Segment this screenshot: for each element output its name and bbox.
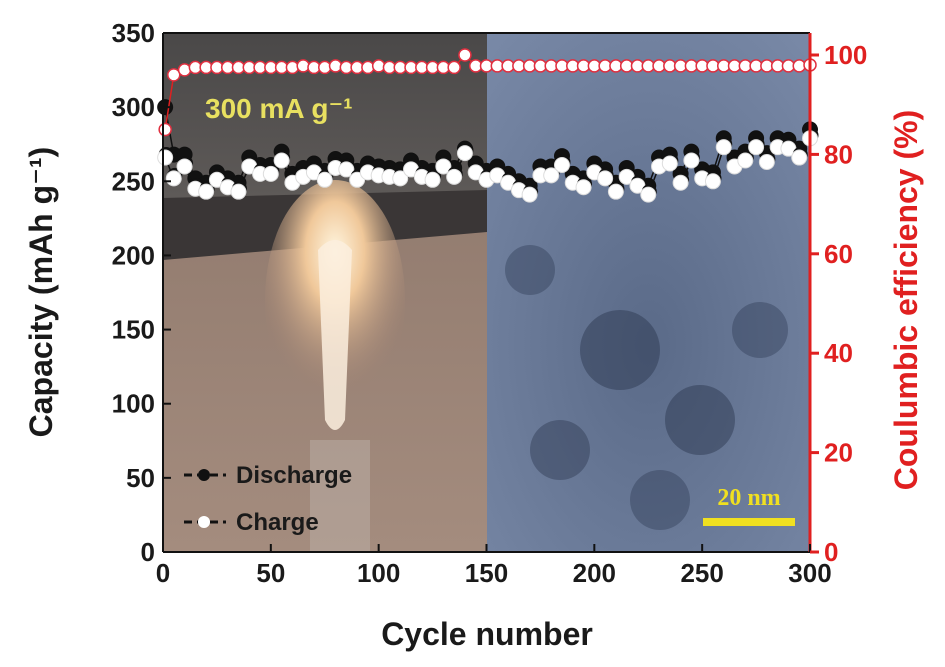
- x-tick-label: 50: [256, 558, 285, 588]
- charge-point: [737, 152, 754, 169]
- legend-item-charge: Charge: [184, 509, 319, 536]
- efficiency-point: [447, 60, 461, 75]
- legend-label-discharge: Discharge: [236, 462, 352, 489]
- y-tick-label: 300: [112, 92, 155, 122]
- y-tick-label: 200: [112, 240, 155, 270]
- y-tick-label: 50: [126, 463, 155, 493]
- legend-label-charge: Charge: [236, 509, 319, 536]
- y2-tick-label: 0: [824, 537, 838, 567]
- charge-point: [758, 154, 775, 171]
- charge-point: [456, 145, 473, 162]
- y2-tick-label: 20: [824, 438, 853, 468]
- inset-tem-image: 20 nm: [487, 33, 810, 552]
- y2-tick-label: 80: [824, 139, 853, 169]
- efficiency-point: [177, 63, 192, 77]
- charge-point: [176, 158, 193, 175]
- efficiency-point: [296, 59, 310, 73]
- charge-point: [157, 149, 174, 166]
- charge-point: [597, 170, 614, 187]
- charge-point: [672, 174, 689, 191]
- charge-point: [316, 171, 333, 188]
- legend-item-discharge: Discharge: [184, 462, 352, 489]
- x-axis-label: Cycle number: [381, 616, 593, 652]
- charge-point: [607, 183, 624, 200]
- scale-bar-label: 20 nm: [717, 485, 780, 511]
- x-tick-label: 250: [680, 558, 723, 588]
- charge-point: [338, 161, 355, 178]
- efficiency-point: [158, 122, 172, 137]
- x-tick-label: 0: [156, 558, 170, 588]
- charge-point: [230, 183, 247, 200]
- charge-point: [683, 152, 700, 169]
- charge-point: [198, 183, 215, 200]
- x-tick-label: 200: [573, 558, 616, 588]
- y-tick-label: 100: [112, 389, 155, 419]
- charge-point: [273, 152, 290, 169]
- charge-point: [553, 156, 570, 173]
- efficiency-point: [167, 68, 181, 82]
- charge-point: [791, 149, 808, 166]
- charge-point: [521, 186, 538, 203]
- y2-tick-label: 40: [824, 338, 853, 368]
- y2-tick-label: 60: [824, 239, 853, 269]
- efficiency-point: [361, 60, 375, 75]
- x-tick-label: 100: [357, 558, 400, 588]
- current-density-annotation: 300 mA g⁻¹: [205, 93, 353, 124]
- charge-point: [392, 170, 409, 187]
- charge-point: [748, 139, 765, 156]
- x-tick-label: 300: [788, 558, 831, 588]
- y-tick-label: 150: [112, 315, 155, 345]
- efficiency-point: [285, 60, 300, 75]
- charge-point: [661, 155, 678, 172]
- y-tick-label: 250: [112, 166, 155, 196]
- charge-point: [424, 171, 441, 188]
- y-axis-label: Capacity (mAh g⁻¹): [23, 147, 59, 438]
- y2-axis-label: Coulumbic efficiency (%): [888, 110, 924, 491]
- charge-point: [715, 139, 732, 156]
- charge-point: [165, 170, 182, 187]
- charge-point: [543, 167, 560, 184]
- x-tick-label: 150: [465, 558, 508, 588]
- charge-point: [446, 168, 463, 185]
- charge-point: [435, 158, 452, 175]
- y-tick-label: 0: [141, 537, 155, 567]
- charge-point: [704, 173, 721, 190]
- efficiency-point: [371, 59, 386, 73]
- efficiency-point: [328, 59, 343, 73]
- y2-tick-label: 100: [824, 40, 867, 70]
- charge-point: [575, 179, 592, 196]
- inset-flame-photo: [163, 33, 487, 552]
- charge-point: [262, 165, 279, 182]
- legend: Discharge Charge: [184, 462, 352, 536]
- efficiency-point: [318, 60, 332, 75]
- charge-point: [640, 186, 657, 203]
- scale-bar: [703, 518, 795, 526]
- y-tick-label: 350: [112, 18, 155, 48]
- efficiency-point: [458, 48, 472, 62]
